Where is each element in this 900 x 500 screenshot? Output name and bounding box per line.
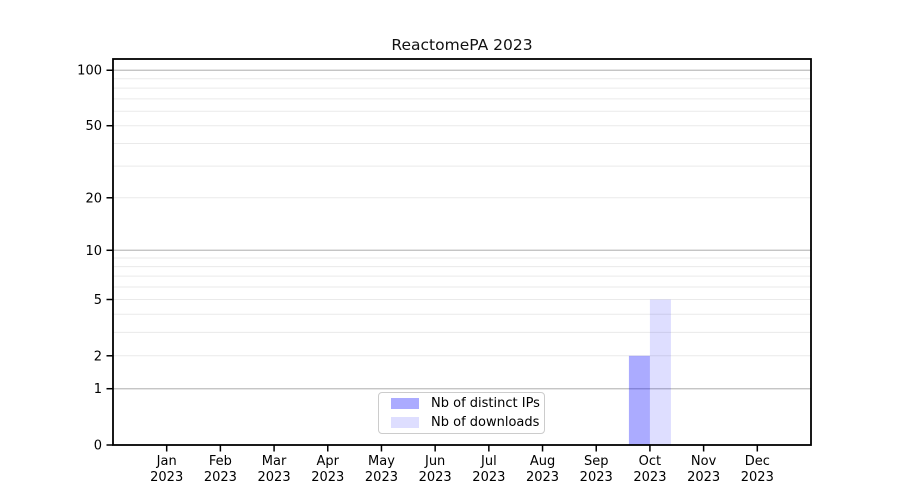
y-tick-label: 100 [77, 64, 102, 79]
x-tick-label-month: May [368, 454, 395, 469]
chart-title: ReactomePA 2023 [391, 36, 533, 54]
bar-downloads [649, 299, 671, 445]
x-tick-label-year: 2023 [687, 470, 720, 485]
y-tick-label: 1 [94, 382, 102, 397]
y-tick-label: 50 [85, 119, 102, 134]
x-tick-label-year: 2023 [204, 470, 237, 485]
y-tick-label: 20 [85, 191, 102, 206]
x-tick-label-month: Nov [691, 454, 717, 469]
x-tick-label-month: Jan [156, 454, 177, 469]
legend-item-downloads: Nb of downloads [387, 415, 540, 430]
plot-border [112, 58, 812, 446]
legend-item-distinct-ips: Nb of distinct IPs [387, 396, 540, 411]
x-tick-label-month: Jul [480, 454, 497, 469]
y-tick-label: 0 [94, 439, 102, 454]
x-tick-label-month: Jun [424, 454, 445, 469]
y-tick-label: 5 [94, 293, 102, 308]
x-tick-label-year: 2023 [311, 470, 344, 485]
x-tick-label-month: Sep [584, 454, 609, 469]
x-tick-label-year: 2023 [365, 470, 398, 485]
legend-label-downloads: Nb of downloads [431, 415, 540, 430]
x-tick-label-year: 2023 [258, 470, 291, 485]
bar-distinct-ips [628, 355, 650, 445]
y-tick-label: 2 [94, 349, 102, 364]
x-tick-label-month: Aug [530, 454, 555, 469]
x-tick-label-month: Dec [745, 454, 770, 469]
x-tick-label-year: 2023 [580, 470, 613, 485]
y-tick-label: 10 [85, 244, 102, 259]
x-tick-label-year: 2023 [419, 470, 452, 485]
legend: Nb of distinct IPs Nb of downloads [378, 392, 545, 434]
x-tick-label-month: Feb [209, 454, 232, 469]
x-tick-label-year: 2023 [633, 470, 666, 485]
x-tick-label-month: Oct [639, 454, 661, 469]
legend-swatch-downloads [391, 417, 419, 428]
x-tick-label-month: Mar [262, 454, 287, 469]
legend-label-distinct-ips: Nb of distinct IPs [431, 396, 540, 411]
x-tick-label-year: 2023 [472, 470, 505, 485]
x-tick-label-month: Apr [317, 454, 340, 469]
legend-swatch-distinct-ips [391, 398, 419, 409]
x-tick-label-year: 2023 [150, 470, 183, 485]
x-tick-label-year: 2023 [741, 470, 774, 485]
x-tick-label-year: 2023 [526, 470, 559, 485]
